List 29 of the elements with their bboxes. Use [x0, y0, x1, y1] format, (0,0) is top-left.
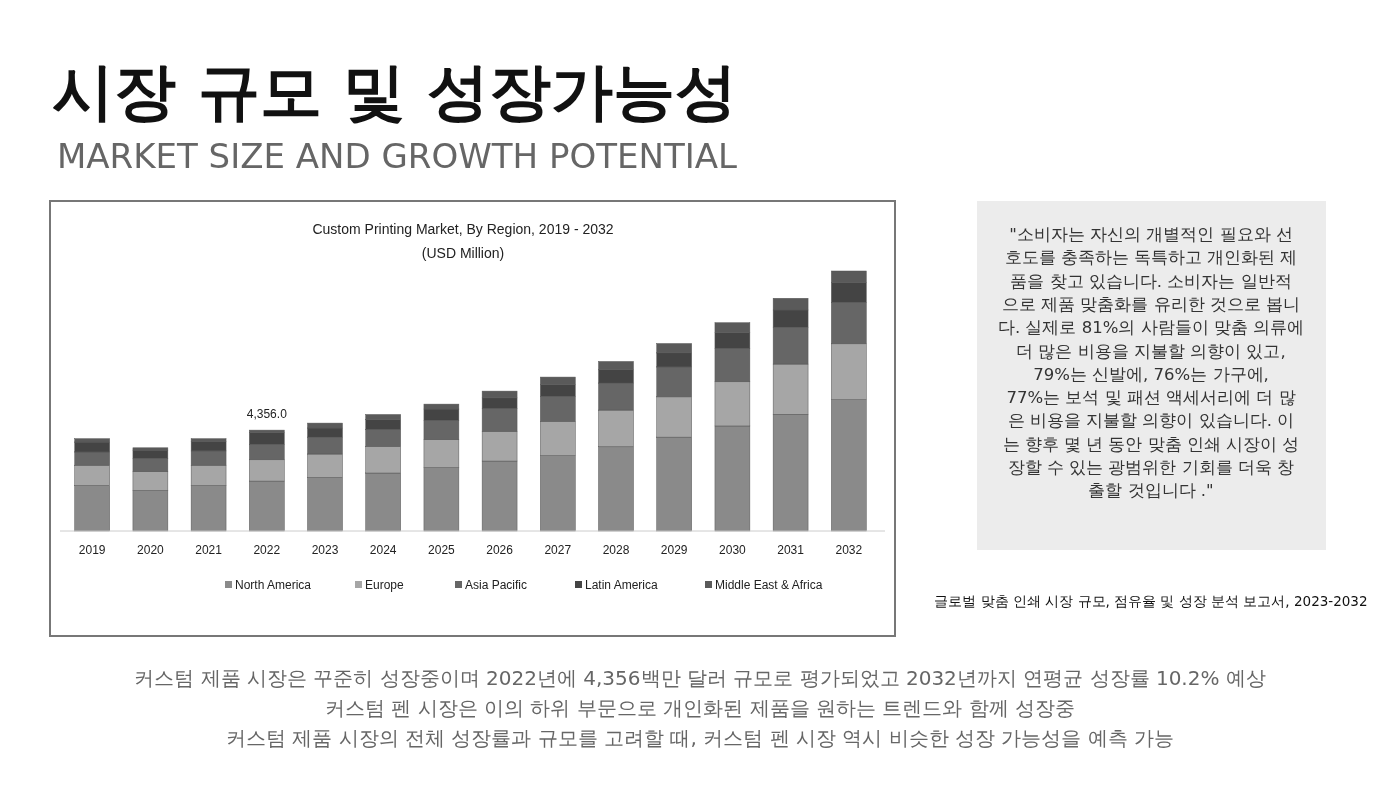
text: "소비자는 자신의 개별적인 필요와 선 호도를 충족하는 독특하고 개인화된 제 품을 찾고 있습니다. 소비자는 일반적 으로 제품 맞춤화를 유리한 것으로 봅니 다. 실제로 81%의 사람들이 맞춤 의류에 더 많은 비용을 지불할 의향이 있고, 79%는 신발에, 76%는 가구에, 77%는 보석 및 패션 액세서리에 더 많 은 비용을 지불할 의향이 있습니다. 이 는 향후 몇 년 동안 맞춤 인쇄 시장이 성 장할 수 있는 광범위한 기회를 더욱 창 출할 것입니다 ."	[997, 225, 1305, 501]
text: 커스텀 제품 시장의 전체 성장률과 규모를 고려할 때, 커스텀 펜 시장 역시 비슷한 성장 가능성을 예측 가능	[225, 726, 1175, 750]
x-tick-label: 2021	[195, 543, 223, 557]
x-tick-label: 2019	[78, 543, 106, 557]
x-tick-label: 2028	[602, 543, 630, 557]
chart-subtitle: (USD Million)	[421, 245, 505, 261]
x-tick-label: 2026	[486, 543, 514, 557]
chart-title: Custom Printing Market, By Region, 2019 - 2032	[312, 221, 614, 237]
legend-label: Europe	[365, 578, 405, 592]
x-tick-label: 2025	[428, 543, 456, 557]
x-tick-label: 2024	[369, 543, 397, 557]
annotation: 4,356.0	[246, 407, 288, 422]
legend-label: Latin America	[585, 578, 659, 592]
x-tick-label: 2022	[253, 543, 281, 557]
x-tick-label: 2027	[544, 543, 572, 557]
text: MARKET SIZE AND GROWTH POTENTIAL	[57, 136, 737, 176]
x-tick-label: 2030	[719, 543, 747, 557]
legend-label: Middle East & Africa	[715, 578, 823, 592]
x-tick-label: 2020	[137, 543, 165, 557]
text: 글로벌 맞춤 인쇄 시장 규모, 점유율 및 성장 분석 보고서, 2023-2032	[934, 593, 1368, 609]
x-tick-label: 2023	[311, 543, 339, 557]
legend-label: North America	[235, 578, 312, 592]
x-tick-label: 2029	[660, 543, 688, 557]
x-tick-label: 2031	[777, 543, 805, 557]
text: 커스텀 펜 시장은 이의 하위 부문으로 개인화된 제품을 원하는 트렌드와 함께 성장중	[325, 696, 1075, 720]
text: 시장 규모 및 성장가능성	[52, 55, 737, 128]
legend-label: Asia Pacific	[465, 578, 528, 592]
x-tick-label: 2032	[835, 543, 863, 557]
text: 커스텀 제품 시장은 꾸준히 성장중이며 2022년에 4,356백만 달러 규모로 평가되었고 2032년까지 연평균 성장률 10.2% 예상	[134, 666, 1266, 690]
